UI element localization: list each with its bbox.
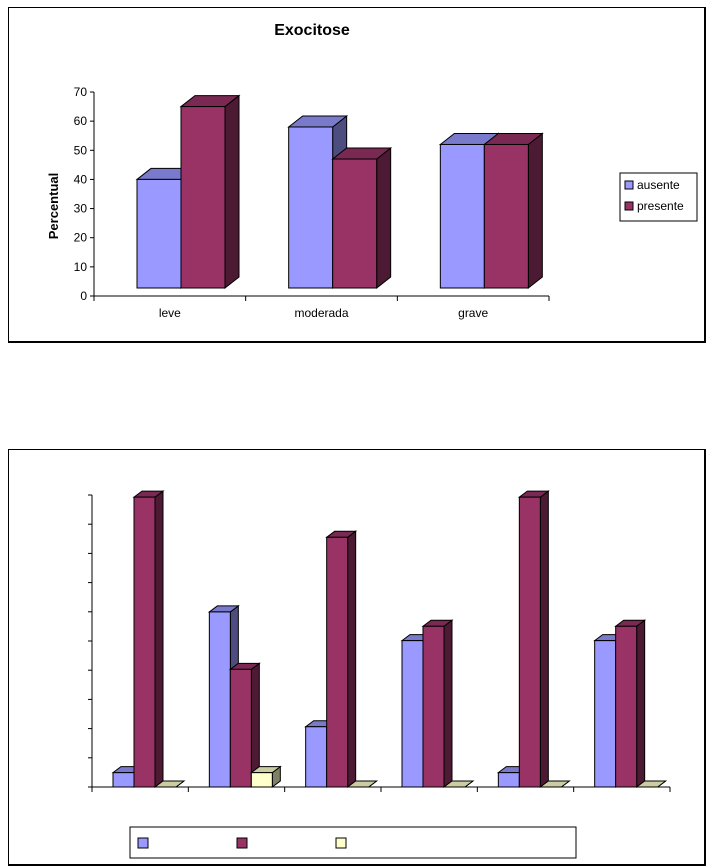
legend-box — [129, 826, 577, 859]
bar-series2-cat5 — [635, 780, 668, 788]
bar-series1-cat5-front — [615, 625, 638, 788]
chart-second — [8, 449, 706, 866]
y-tick-label: 20 — [74, 231, 88, 245]
bar-series1-cat2-side — [347, 530, 357, 788]
y-tick-label: 50 — [74, 143, 88, 157]
bar-presente-grave-side — [527, 132, 543, 290]
y-axis-label: Percentual — [46, 173, 61, 239]
bar-series2-cat3 — [442, 780, 475, 788]
bar-series0-cat5-front — [594, 640, 617, 788]
bar-series1-cat1 — [228, 662, 261, 788]
bar-series0-cat4-front — [497, 772, 520, 788]
x-tick-label: moderada — [294, 306, 348, 320]
legend-swatch — [137, 837, 149, 849]
bar-series0-cat2-front — [305, 726, 328, 788]
bar-ausente-grave-front — [439, 143, 485, 289]
chart-title: Exocitose — [274, 22, 350, 39]
legend-swatch — [624, 180, 634, 190]
y-tick-label: 40 — [74, 172, 88, 186]
bar-series1-cat3-front — [422, 625, 445, 788]
bar-series1-cat5-side — [636, 619, 646, 788]
bar-series1-cat4-side — [539, 490, 549, 788]
bar-series2-cat1 — [249, 765, 282, 788]
chart-second-svg — [88, 490, 671, 859]
bar-presente-leve-side — [224, 94, 240, 290]
y-tick-label: 70 — [74, 85, 88, 99]
legend-label: presente — [637, 199, 684, 213]
legend-swatch — [236, 837, 248, 849]
legend: ausente presente — [619, 172, 698, 222]
bar-series0-cat3-front — [401, 640, 424, 788]
bar-series2-cat3-top — [442, 780, 475, 788]
bar-presente-grave-front — [483, 143, 529, 289]
bar-presente-grave — [482, 132, 544, 290]
y-tick-label: 30 — [74, 202, 88, 216]
legend-swatch — [335, 837, 347, 849]
bar-series2-cat1-front — [250, 772, 273, 788]
bar-series2-cat2-top — [346, 780, 379, 788]
bar-series1-cat4-front — [518, 496, 541, 788]
bar-ausente-leve-front — [136, 178, 182, 289]
bar-series2-cat0-top — [153, 780, 186, 788]
bar-series2-cat4 — [538, 780, 571, 788]
legend-swatch — [624, 201, 634, 211]
bar-series1-cat0-front — [133, 496, 156, 788]
bar-series2-cat0 — [153, 780, 186, 788]
bar-series1-cat3 — [421, 619, 454, 788]
bar-series1-cat0-side — [154, 490, 164, 788]
chart-exocitose-svg: Exocitose Percentual 0 10 20 30 40 50 60 70 leve… — [46, 22, 698, 320]
bar-series2-cat4-top — [538, 780, 571, 788]
bar-series1-cat3-side — [443, 619, 453, 788]
y-tick-label: 60 — [74, 114, 88, 128]
bar-series1-cat0 — [132, 490, 165, 788]
legend — [129, 826, 577, 859]
bar-series1-cat4 — [517, 490, 550, 788]
bar-presente-leve — [179, 94, 241, 290]
y-tick-label: 10 — [74, 260, 88, 274]
bar-series2-cat5-top — [635, 780, 668, 788]
bar-series1-cat1-front — [229, 668, 252, 788]
bar-series2-cat2 — [346, 780, 379, 788]
bar-presente-moderada-side — [376, 146, 392, 290]
bar-series1-cat2-front — [326, 536, 349, 788]
bar-ausente-moderada-front — [288, 126, 334, 289]
bar-presente-moderada — [331, 146, 393, 290]
y-tick-label: 0 — [80, 289, 87, 303]
bar-presente-leve-front — [180, 106, 226, 289]
bar-presente-moderada-front — [332, 158, 378, 289]
chart-exocitose: Exocitose Percentual 0 10 20 30 40 50 60 70 leve… — [8, 7, 706, 343]
bar-series0-cat1-front — [208, 611, 231, 788]
x-tick-label: grave — [458, 306, 488, 320]
legend-label: ausente — [637, 178, 680, 192]
bar-series1-cat2 — [325, 530, 358, 788]
bar-series1-cat5 — [614, 619, 647, 788]
x-tick-label: leve — [159, 306, 181, 320]
bar-series0-cat0-front — [112, 772, 135, 788]
